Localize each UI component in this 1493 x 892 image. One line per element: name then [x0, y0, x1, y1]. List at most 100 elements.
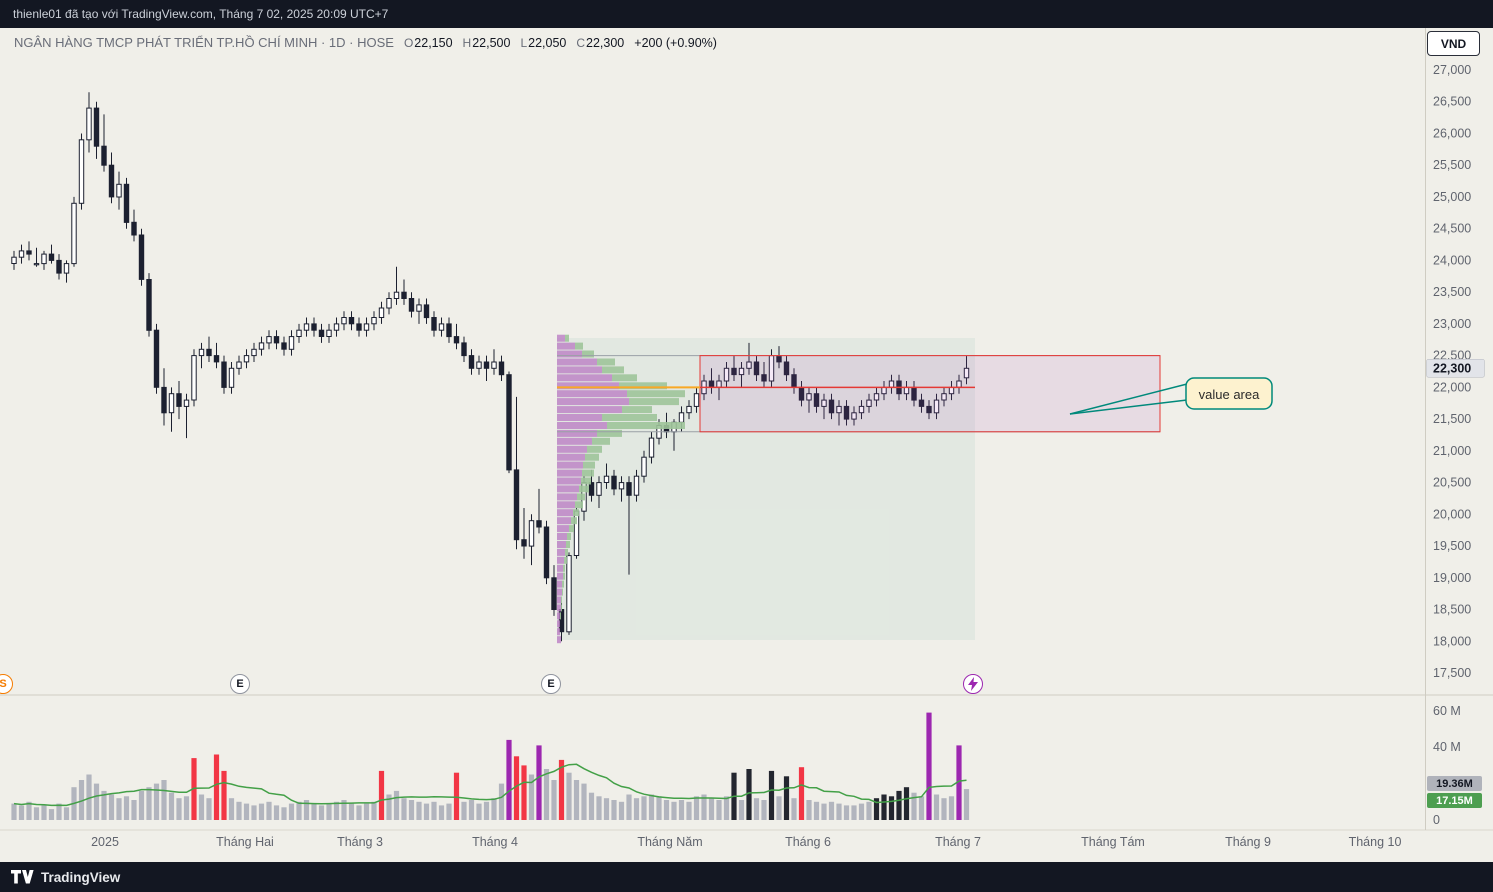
volume-profile-bar: [622, 406, 652, 414]
candle-body: [851, 412, 857, 420]
price-axis-label: 20,000: [1433, 507, 1471, 521]
ohlc-open: O 22,150: [404, 36, 453, 50]
volume-profile-bar: [585, 453, 599, 461]
volume-bar: [596, 796, 602, 820]
candle-body: [236, 361, 242, 369]
volume-bar: [243, 803, 250, 820]
volume-profile-bar-va: [557, 366, 602, 374]
volume-profile-bar-va: [557, 334, 565, 342]
volume-bar: [881, 794, 887, 820]
news-marker[interactable]: [963, 674, 983, 694]
candle-body: [693, 393, 700, 407]
volume-bar: [611, 800, 617, 820]
candle-body: [753, 361, 760, 376]
currency-button[interactable]: VND: [1427, 31, 1480, 56]
volume-bar: [213, 754, 220, 820]
candle-body: [191, 355, 197, 401]
volume-bars-layer: [11, 712, 970, 820]
candle-body: [296, 329, 302, 338]
earnings-marker-2[interactable]: E: [541, 674, 561, 694]
candle-body: [431, 317, 437, 331]
volume-profile-bar: [582, 469, 594, 477]
candle-body: [26, 250, 32, 255]
price-axis-label: 17,500: [1433, 666, 1471, 680]
volume-bar: [78, 780, 85, 820]
candle-body: [273, 336, 280, 344]
volume-profile-bar: [562, 588, 563, 596]
candle-body: [588, 482, 595, 496]
symbol-title[interactable]: NGÂN HÀNG TMCP PHÁT TRIỂN TP.HỒ CHÍ MINH…: [14, 35, 394, 50]
candle-body: [228, 367, 235, 388]
volume-axis-label: 40 M: [1433, 740, 1461, 754]
volume-profile-bar-va: [557, 564, 563, 572]
candle-body: [116, 183, 122, 198]
volume-bar: [431, 801, 437, 820]
volume-profile-bar: [587, 445, 602, 453]
volume-profile-bar: [573, 509, 579, 517]
volume-bar: [911, 792, 917, 820]
candle-body: [446, 323, 452, 338]
volume-bar: [528, 774, 535, 820]
volume-bar: [281, 807, 287, 820]
volume-bar: [33, 807, 40, 820]
candle-body: [371, 317, 377, 325]
candle-body: [93, 107, 100, 147]
volume-bar: [798, 767, 805, 820]
volume-bar: [513, 756, 520, 820]
ohlc-close: C 22,300: [576, 36, 624, 50]
volume-bar: [266, 801, 272, 820]
volume-profile-bar: [581, 477, 591, 485]
volume-bar: [641, 796, 647, 820]
candle-body: [123, 183, 130, 223]
candle-body: [603, 475, 610, 484]
volume-bar: [963, 789, 970, 820]
candle-body: [551, 577, 557, 610]
volume-profile-bar-va: [557, 453, 585, 461]
candle-body: [618, 482, 625, 490]
earnings-marker-1[interactable]: E: [230, 674, 250, 694]
volume-profile-bar-va: [557, 382, 619, 390]
value-area-callout[interactable]: value area: [1069, 377, 1273, 415]
candle-body: [806, 393, 812, 401]
volume-bar: [378, 770, 385, 820]
volume-bar: [678, 800, 685, 820]
time-axis-label: Tháng 10: [1349, 835, 1402, 849]
volume-profile-bar-va: [557, 406, 622, 414]
volume-profile-bar: [565, 334, 569, 342]
candle-body: [206, 348, 212, 357]
candle-body: [521, 539, 527, 547]
candle-body: [63, 263, 70, 274]
time-axis-label: Tháng Năm: [637, 835, 702, 849]
volume-profile-bar-va: [557, 422, 607, 429]
close-value: 22,300: [586, 36, 625, 50]
volume-bar: [101, 790, 107, 820]
high-value: 22,500: [472, 36, 511, 50]
volume-bar: [873, 798, 880, 820]
low-label: L: [520, 36, 528, 50]
volume-profile-bar-va: [557, 485, 579, 493]
candle-body: [348, 317, 355, 325]
price-axis-label: 19,000: [1433, 571, 1471, 585]
price-axis-label: 23,500: [1433, 285, 1471, 299]
footer-brand[interactable]: TradingView: [41, 869, 121, 885]
value-area-box[interactable]: [699, 355, 1161, 433]
chart-canvas[interactable]: value area 27,000 26,500 26,000 25,500 25,000…: [0, 28, 1493, 862]
volume-bar: [686, 801, 692, 820]
volume-bar: [491, 798, 497, 820]
close-label: C: [576, 36, 586, 50]
volume-profile-bar: [602, 366, 624, 374]
volume-profile-bar: [560, 612, 561, 620]
candle-body: [633, 475, 640, 496]
volume-bar: [416, 801, 422, 820]
volume-bar: [483, 801, 490, 820]
candle-body: [56, 259, 62, 274]
tradingview-logo[interactable]: [11, 870, 34, 884]
price-axis-label: 27,000: [1433, 63, 1471, 77]
volume-bar: [753, 798, 760, 820]
candle-body: [461, 342, 467, 357]
volume-profile-bar-va: [557, 628, 560, 636]
candle-body: [341, 317, 347, 325]
volume-bar: [941, 798, 947, 820]
volume-bar: [356, 805, 362, 820]
volume-profile-bar: [562, 580, 564, 588]
